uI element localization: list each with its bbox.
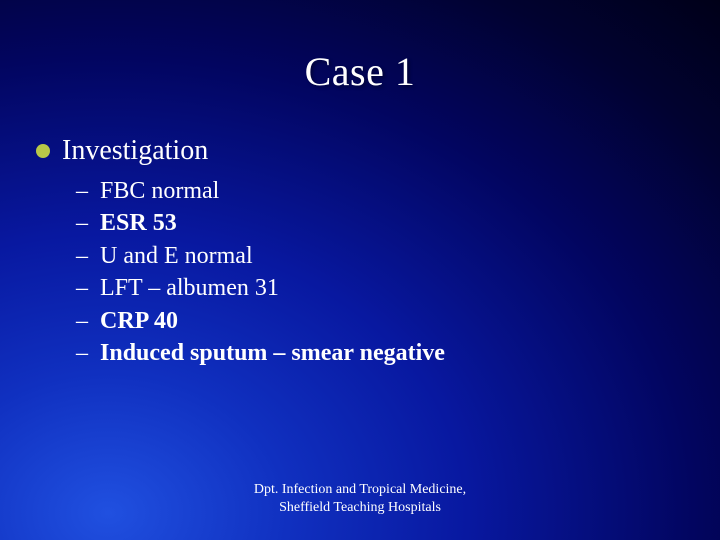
list-item: – U and E normal <box>76 240 720 272</box>
list-item-text: LFT – albumen 31 <box>100 272 279 304</box>
list-item: – LFT – albumen 31 <box>76 272 720 304</box>
footer: Dpt. Infection and Tropical Medicine, Sh… <box>0 481 720 516</box>
list-item: – FBC normal <box>76 175 720 207</box>
list-item-text: FBC normal <box>100 175 219 207</box>
dash-icon: – <box>76 272 92 304</box>
top-bullet: Investigation <box>36 135 720 167</box>
list-item-text: U and E normal <box>100 240 253 272</box>
bullet-disc-icon <box>36 144 50 158</box>
dash-icon: – <box>76 207 92 239</box>
content-region: Investigation – FBC normal – ESR 53 – U … <box>0 95 720 369</box>
list-item-text: CRP 40 <box>100 305 178 337</box>
dash-icon: – <box>76 175 92 207</box>
dash-icon: – <box>76 337 92 369</box>
footer-line-1: Dpt. Infection and Tropical Medicine, <box>0 481 720 499</box>
dash-icon: – <box>76 305 92 337</box>
list-item-text: Induced sputum – smear negative <box>100 337 445 369</box>
slide-title: Case 1 <box>0 0 720 95</box>
sub-list: – FBC normal – ESR 53 – U and E normal –… <box>36 167 720 369</box>
list-item: – Induced sputum – smear negative <box>76 337 720 369</box>
footer-line-2: Sheffield Teaching Hospitals <box>0 499 720 517</box>
list-item-text: ESR 53 <box>100 207 177 239</box>
list-item: – ESR 53 <box>76 207 720 239</box>
list-item: – CRP 40 <box>76 305 720 337</box>
top-bullet-label: Investigation <box>62 135 208 167</box>
dash-icon: – <box>76 240 92 272</box>
